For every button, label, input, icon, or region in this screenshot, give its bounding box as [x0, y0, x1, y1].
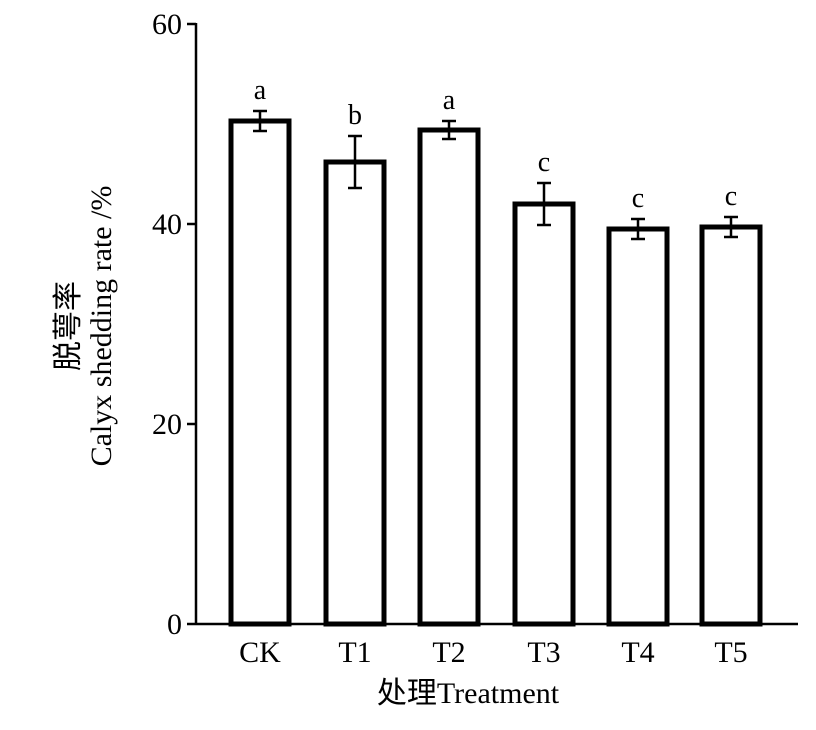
- bars: a b a c c c: [228, 75, 763, 627]
- bar-t5: [699, 224, 763, 627]
- bar-t2: [417, 127, 481, 627]
- y-tick-label: 0: [167, 608, 182, 641]
- significance-label: b: [348, 100, 362, 131]
- significance-label: a: [443, 85, 456, 116]
- x-tick-label: CK: [239, 636, 281, 669]
- y-tick-label: 40: [152, 208, 182, 241]
- y-axis-title-en: Calyx shedding rate /%: [85, 186, 118, 467]
- bar-ck: [228, 118, 292, 627]
- x-tick-label: T1: [338, 636, 371, 669]
- significance-label: a: [254, 75, 267, 106]
- x-tick-label: T4: [621, 636, 654, 669]
- y-axis-title-zh: 脱萼率: [52, 281, 85, 371]
- y-tick-label: 20: [152, 408, 182, 441]
- significance-label: c: [538, 147, 550, 178]
- bar-t1: [323, 159, 387, 627]
- axes: [194, 23, 798, 626]
- x-tick-label: T3: [527, 636, 560, 669]
- x-axis-title: 处理Treatment: [377, 677, 560, 710]
- bar-t3: [512, 201, 576, 627]
- y-axis-title: 脱萼率 Calyx shedding rate /%: [52, 186, 118, 467]
- x-tick-labels: CK T1 T2 T3 T4 T5: [239, 636, 748, 669]
- bar-t4: [606, 226, 670, 627]
- x-tick-label: T2: [432, 636, 465, 669]
- significance-label: c: [725, 181, 737, 212]
- y-ticks: 0 20 40 60: [152, 8, 196, 641]
- y-tick-label: 60: [152, 8, 182, 41]
- x-tick-label: T5: [714, 636, 747, 669]
- significance-label: c: [632, 183, 644, 214]
